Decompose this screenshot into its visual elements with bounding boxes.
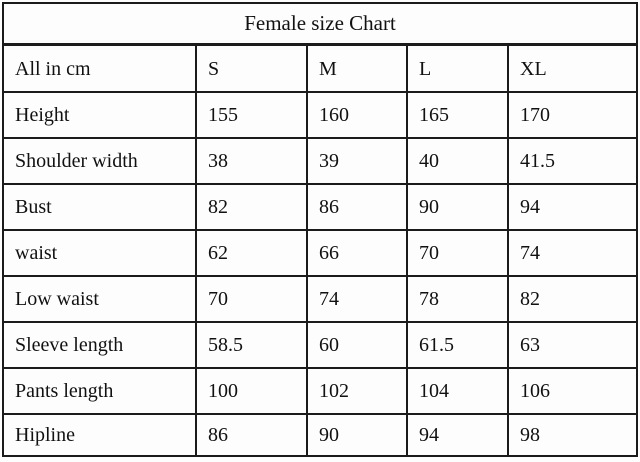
row-label: Height bbox=[2, 91, 197, 139]
row-label: Shoulder width bbox=[2, 137, 197, 185]
cell-value: 63 bbox=[506, 321, 639, 369]
row-label: Pants length bbox=[2, 367, 197, 415]
header-cell-xl: XL bbox=[506, 43, 639, 93]
cell-value: 155 bbox=[195, 91, 308, 139]
header-cell-label: All in cm bbox=[2, 43, 197, 93]
header-cell-l: L bbox=[406, 43, 509, 93]
cell-value: 62 bbox=[195, 229, 308, 277]
cell-value: 39 bbox=[306, 137, 408, 185]
cell-value: 106 bbox=[506, 367, 639, 415]
cell-value: 104 bbox=[406, 367, 509, 415]
row-label: Hipline bbox=[2, 413, 197, 457]
table-title: Female size Chart bbox=[1, 2, 639, 46]
cell-value: 94 bbox=[506, 183, 639, 231]
header-cell-m: M bbox=[306, 43, 408, 93]
cell-value: 86 bbox=[195, 413, 308, 457]
cell-value: 82 bbox=[506, 275, 639, 323]
cell-value: 74 bbox=[306, 275, 408, 323]
cell-value: 90 bbox=[406, 183, 509, 231]
row-label: Bust bbox=[2, 183, 197, 231]
cell-value: 90 bbox=[306, 413, 408, 457]
row-label: waist bbox=[2, 229, 197, 277]
cell-value: 170 bbox=[506, 91, 639, 139]
cell-value: 38 bbox=[195, 137, 308, 185]
table-row-pants-length: Pants length 100 102 104 106 bbox=[2, 367, 639, 415]
cell-value: 66 bbox=[306, 229, 408, 277]
cell-value: 82 bbox=[195, 183, 308, 231]
cell-value: 98 bbox=[506, 413, 639, 457]
row-label: Sleeve length bbox=[2, 321, 197, 369]
table-title-row: Female size Chart bbox=[1, 2, 639, 46]
table-row-low-waist: Low waist 70 74 78 82 bbox=[2, 275, 639, 323]
cell-value: 61.5 bbox=[406, 321, 509, 369]
cell-value: 60 bbox=[306, 321, 408, 369]
table-row-hipline: Hipline 86 90 94 98 bbox=[2, 413, 639, 457]
cell-value: 160 bbox=[306, 91, 408, 139]
row-label: Low waist bbox=[2, 275, 197, 323]
table-row-height: Height 155 160 165 170 bbox=[2, 91, 639, 139]
table-header-row: All in cm S M L XL bbox=[2, 43, 639, 93]
cell-value: 100 bbox=[195, 367, 308, 415]
cell-value: 86 bbox=[306, 183, 408, 231]
cell-value: 78 bbox=[406, 275, 509, 323]
table-row-bust: Bust 82 86 90 94 bbox=[2, 183, 639, 231]
table-row-sleeve-length: Sleeve length 58.5 60 61.5 63 bbox=[2, 321, 639, 369]
cell-value: 74 bbox=[506, 229, 639, 277]
cell-value: 41.5 bbox=[506, 137, 639, 185]
cell-value: 70 bbox=[195, 275, 308, 323]
table-row-waist: waist 62 66 70 74 bbox=[2, 229, 639, 277]
table-row-shoulder-width: Shoulder width 38 39 40 41.5 bbox=[2, 137, 639, 185]
cell-value: 40 bbox=[406, 137, 509, 185]
cell-value: 102 bbox=[306, 367, 408, 415]
cell-value: 94 bbox=[406, 413, 509, 457]
header-cell-s: S bbox=[195, 43, 308, 93]
cell-value: 58.5 bbox=[195, 321, 308, 369]
cell-value: 70 bbox=[406, 229, 509, 277]
cell-value: 165 bbox=[406, 91, 509, 139]
